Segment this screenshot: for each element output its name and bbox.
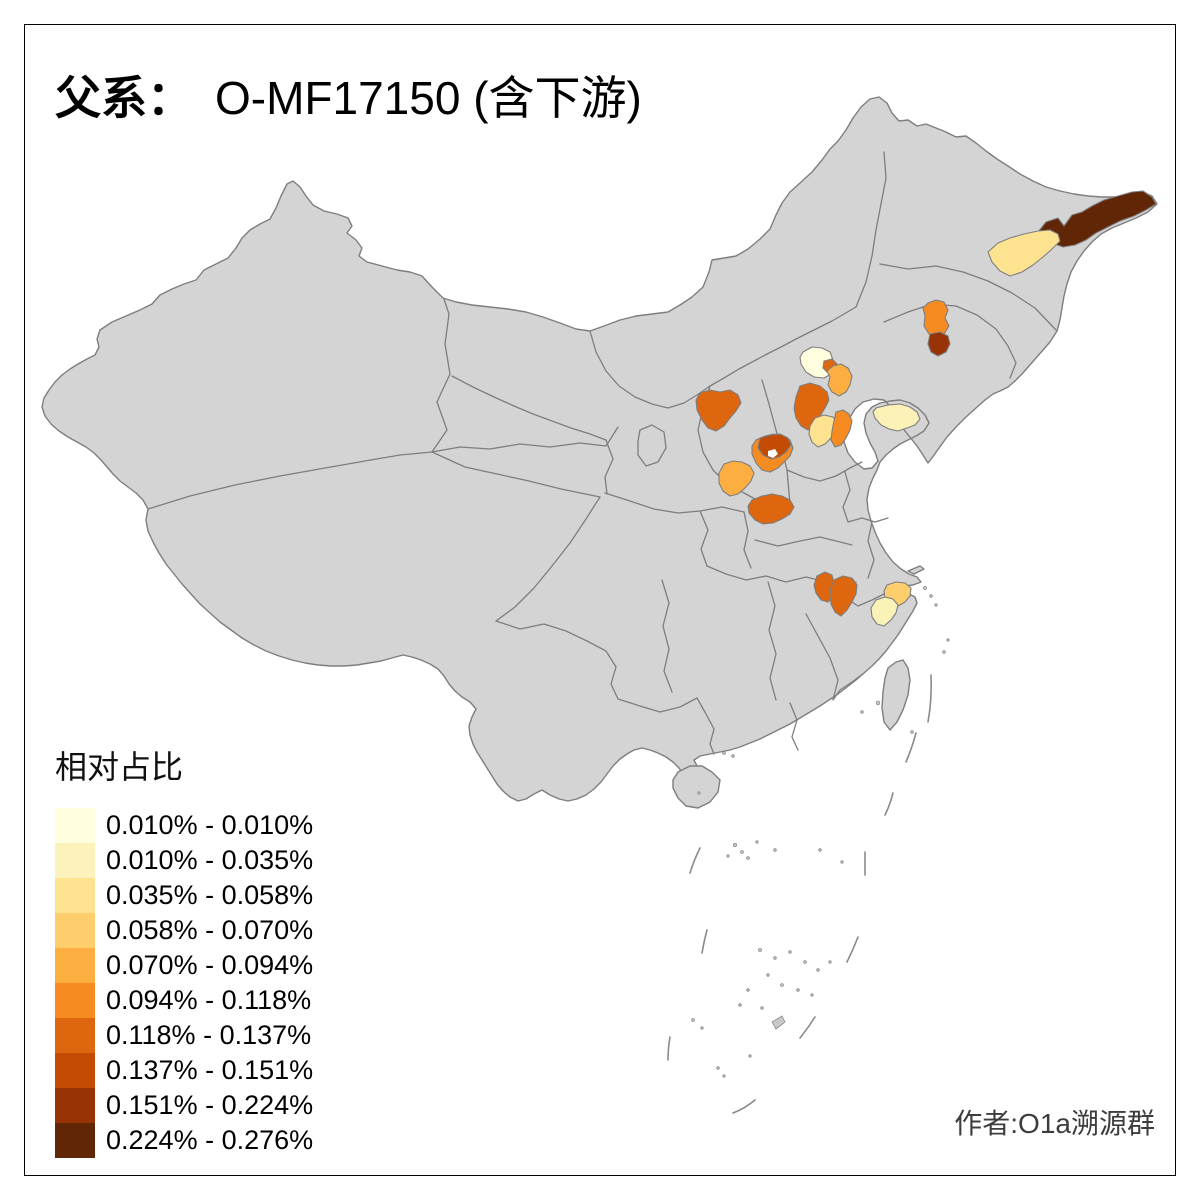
legend-swatch [55,948,95,983]
mainland-outline [41,96,1158,802]
taiwan-island [881,659,911,731]
region-shandong-peninsula [872,403,921,432]
legend-swatch [55,1123,95,1158]
nine-dash-line [667,674,932,1114]
highlighted-regions [695,190,1157,627]
region-shanxi-south-inner [757,433,792,460]
legend-row: 0.058% - 0.070% [55,913,313,948]
map-title: 父系： O-MF17150 (含下游) [55,62,642,128]
legend-label: 0.035% - 0.058% [106,880,314,910]
legend-row: 0.118% - 0.137% [55,1018,313,1053]
legend-swatch [55,878,95,913]
region-shandong-northwest [830,409,853,448]
title-paternal-label: 父系： [55,73,193,124]
legend-label: 0.058% - 0.070% [106,915,314,945]
legend-row: 0.010% - 0.010% [55,808,313,843]
region-shanxi-west [695,389,742,432]
legend-row: 0.035% - 0.058% [55,878,313,913]
legend-label: 0.070% - 0.094% [106,950,314,980]
legend-label: 0.010% - 0.035% [106,845,314,875]
region-hebei-southeast [808,414,839,448]
region-henan-west [747,493,795,525]
legend-label: 0.137% - 0.151% [106,1055,314,1085]
legend-label: 0.094% - 0.118% [106,985,312,1015]
legend-row: 0.010% - 0.035% [55,843,313,878]
region-shaanxi-east [718,460,755,497]
region-tianjin [826,363,853,397]
legend-swatch [55,1088,95,1123]
legend-row: 0.094% - 0.118% [55,983,313,1018]
region-shanxi-south-hole [768,449,778,458]
region-heilongjiang-central [987,229,1061,277]
legend-swatch [55,983,95,1018]
legend-row: 0.151% - 0.224% [55,1088,313,1123]
author-credit: 作者:O1a溯源群 [954,1108,1155,1139]
province-borders [147,151,1057,755]
legend-swatch [55,808,95,843]
legend-label: 0.010% - 0.010% [106,810,314,840]
legend-title: 相对占比 [55,749,184,785]
plot-frame [24,24,1176,1176]
legend-row: 0.137% - 0.151% [55,1053,313,1088]
legend-label: 0.118% - 0.137% [106,1020,312,1050]
region-heilongjiang-northeast [1037,190,1157,248]
legend: 相对占比 0.010% - 0.010% 0.010% - 0.035% 0.0… [55,742,313,1158]
region-liaoning-south [927,331,951,357]
region-hubei-east [829,575,858,617]
chongming-island [907,565,925,575]
legend-swatch [55,843,95,878]
legend-swatch [55,1053,95,1088]
legend-label: 0.151% - 0.224% [106,1090,314,1120]
legend-row: 0.070% - 0.094% [55,948,313,983]
hainan-island [672,765,721,809]
china-mainland [41,96,1158,809]
small-islands [691,586,950,1078]
legend-row: 0.224% - 0.276% [55,1123,313,1158]
legend-label: 0.224% - 0.276% [106,1125,314,1155]
legend-swatch [55,913,95,948]
region-zhejiang-coast [870,596,899,627]
legend-swatch [55,1018,95,1053]
title-haplogroup: O-MF17150 (含下游) [215,72,642,124]
